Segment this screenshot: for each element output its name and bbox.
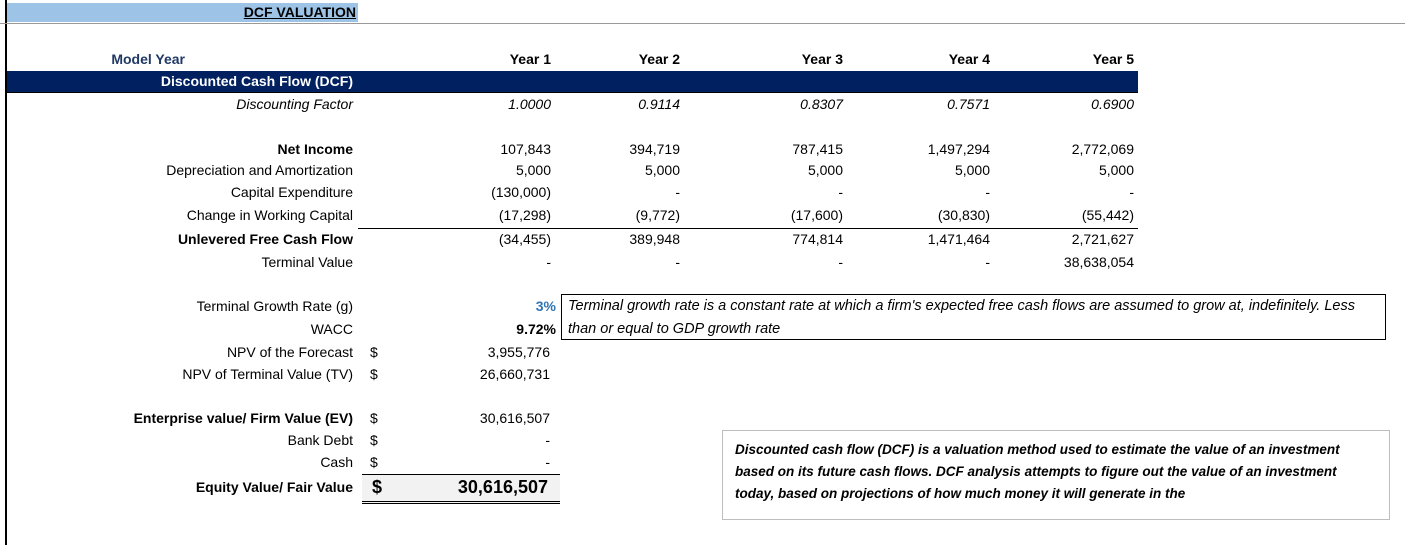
- table-row: Change in Working Capital (17,298) (9,772)…: [0, 205, 1405, 225]
- summary-label: Equity Value/ Fair Value: [195, 479, 353, 495]
- terminal-growth-note: Terminal growth rate is a constant rate …: [561, 294, 1386, 340]
- cell-value: 2,772,069: [1071, 141, 1134, 157]
- cell-value: (17,298): [498, 207, 551, 223]
- cell-value: 107,843: [500, 141, 551, 157]
- year-header: Year 5: [1092, 51, 1134, 67]
- summary-label: Terminal Growth Rate (g): [196, 298, 353, 314]
- cell-value: -: [675, 254, 680, 270]
- row-label: Discounting Factor: [236, 96, 353, 112]
- dcf-note: Discounted cash flow (DCF) is a valuatio…: [722, 430, 1390, 520]
- summary-row: Cash $ -: [0, 452, 1405, 472]
- summary-label: NPV of Terminal Value (TV): [182, 366, 353, 382]
- summary-label: WACC: [310, 321, 353, 337]
- cell-value: -: [1129, 184, 1134, 200]
- summary-label: Cash: [320, 454, 353, 470]
- divider: [7, 92, 1138, 93]
- row-label: Change in Working Capital: [186, 207, 353, 223]
- cell-value: 5,000: [515, 162, 551, 178]
- cell-value: -: [838, 184, 843, 200]
- sheet-left-border: [5, 0, 7, 545]
- page-title: DCF VALUATION: [243, 4, 356, 20]
- title-band: DCF VALUATION: [7, 3, 358, 22]
- cell-value: 0.6900: [1091, 96, 1134, 112]
- cell-value: 2,721,627: [1071, 231, 1134, 247]
- summary-label: Bank Debt: [287, 432, 353, 448]
- currency-symbol: $: [372, 477, 383, 497]
- cell-value: -: [675, 184, 680, 200]
- cell-value: 1.0000: [508, 96, 551, 112]
- model-year-label: Model Year: [111, 51, 185, 67]
- cell-value: 38,638,054: [1063, 254, 1134, 270]
- cell-value: -: [838, 254, 843, 270]
- currency-symbol: $: [370, 344, 378, 360]
- cell-value: 774,814: [792, 231, 843, 247]
- summary-label: NPV of the Forecast: [226, 344, 353, 360]
- divider: [0, 23, 1405, 24]
- cell-value: -: [985, 254, 990, 270]
- equity-value-cell: [362, 474, 560, 504]
- cell-value: 0.7571: [947, 96, 990, 112]
- summary-row: WACC 9.72%: [0, 319, 1405, 339]
- model-year-row: Model Year Year 1 Year 2 Year 3 Year 4 Y…: [0, 49, 1405, 69]
- summary-value: 3%: [535, 298, 556, 314]
- cell-value: (17,600): [790, 207, 843, 223]
- currency-symbol: $: [370, 410, 378, 426]
- row-label: Terminal Value: [261, 254, 353, 270]
- summary-row: NPV of the Forecast $3,955,776: [0, 342, 1405, 362]
- cell-value: 394,719: [629, 141, 680, 157]
- currency-symbol: $: [370, 432, 378, 448]
- cell-value: 1,471,464: [927, 231, 990, 247]
- summary-value: 30,616,507: [479, 410, 550, 426]
- currency-symbol: $: [370, 366, 378, 382]
- currency-symbol: $: [370, 454, 378, 470]
- cell-value: -: [546, 254, 551, 270]
- table-row: Capital Expenditure (130,000) - - - -: [0, 182, 1405, 202]
- row-label: Capital Expenditure: [230, 184, 353, 200]
- row-label: Net Income: [277, 141, 353, 157]
- summary-value: 30,616,507: [457, 477, 548, 497]
- table-row: Terminal Value - - - - 38,638,054: [0, 252, 1405, 272]
- year-header: Year 4: [948, 51, 990, 67]
- table-row: Unlevered Free Cash Flow (34,455) 389,948 7…: [0, 229, 1405, 249]
- section-header: Discounted Cash Flow (DCF): [7, 71, 1138, 92]
- cell-value: 5,000: [1098, 162, 1134, 178]
- cell-value: 5,000: [954, 162, 990, 178]
- subtotal-line: [358, 228, 1138, 229]
- cell-value: -: [985, 184, 990, 200]
- table-row: Depreciation and Amortization 5,000 5,000 5…: [0, 160, 1405, 180]
- year-header: Year 2: [638, 51, 680, 67]
- cell-value: (9,772): [635, 207, 680, 223]
- summary-value: -: [545, 432, 550, 448]
- cell-value: 5,000: [644, 162, 680, 178]
- summary-value: 3,955,776: [487, 344, 550, 360]
- summary-row: Enterprise value/ Firm Value (EV) $30,616…: [0, 408, 1405, 428]
- cell-value: 5,000: [807, 162, 843, 178]
- summary-row: Terminal Growth Rate (g) 3%: [0, 296, 1405, 316]
- row-label: Unlevered Free Cash Flow: [177, 231, 353, 247]
- cell-value: 1,497,294: [927, 141, 990, 157]
- cell-value: 0.8307: [800, 96, 843, 112]
- cell-value: (34,455): [498, 231, 551, 247]
- table-row: Discounting Factor 1.0000 0.9114 0.8307 0.75…: [0, 94, 1405, 114]
- cell-value: 389,948: [629, 231, 680, 247]
- summary-value: 26,660,731: [479, 366, 550, 382]
- summary-row: Bank Debt $ -: [0, 430, 1405, 450]
- summary-row: Equity Value/ Fair Value $30,616,507: [0, 477, 1405, 497]
- cell-value: 787,415: [792, 141, 843, 157]
- cell-value: (130,000): [491, 184, 551, 200]
- year-header: Year 3: [801, 51, 843, 67]
- summary-label: Enterprise value/ Firm Value (EV): [133, 410, 353, 426]
- summary-value: 9.72%: [516, 321, 556, 337]
- year-header: Year 1: [509, 51, 551, 67]
- cell-value: (30,830): [937, 207, 990, 223]
- summary-value: -: [545, 454, 550, 470]
- summary-row: NPV of Terminal Value (TV) $26,660,731: [0, 364, 1405, 384]
- section-title: Discounted Cash Flow (DCF): [160, 73, 353, 89]
- cell-value: (55,442): [1081, 207, 1134, 223]
- row-label: Depreciation and Amortization: [166, 162, 353, 178]
- cell-value: 0.9114: [638, 96, 680, 112]
- table-row: Net Income 107,843 394,719 787,415 1,497,294…: [0, 139, 1405, 159]
